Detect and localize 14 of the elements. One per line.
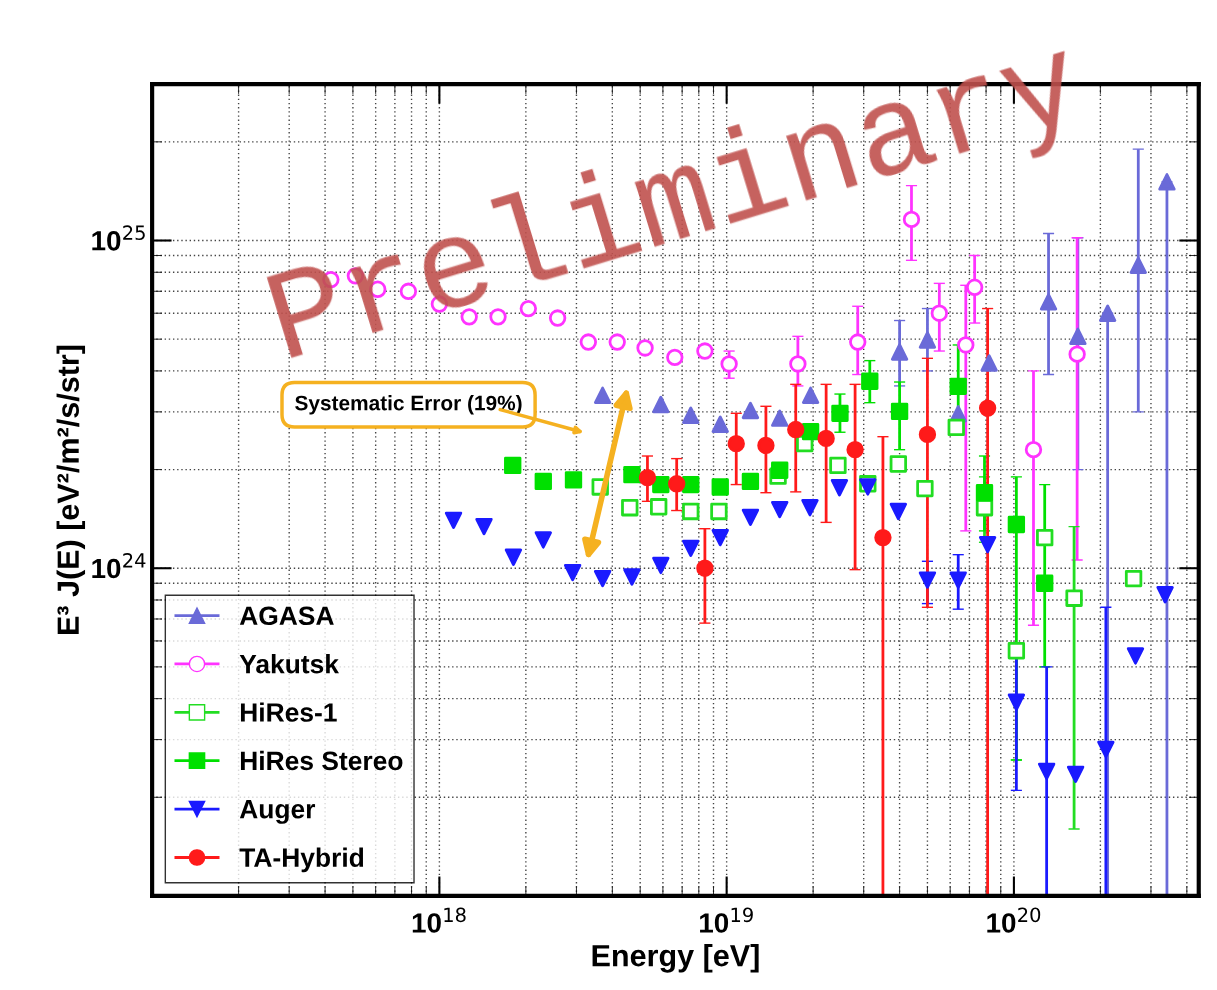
legend-label: Auger bbox=[239, 800, 316, 824]
legend-label: TA-Hybrid bbox=[239, 847, 364, 873]
legend-label: AGASA bbox=[239, 606, 334, 626]
y-tick-label: 10$^{25}$ bbox=[92, 225, 145, 251]
y-axis-title: E³ J(E) [eV²/m²/s/str] bbox=[56, 345, 86, 635]
x-axis-title: Energy [eV] bbox=[592, 944, 759, 973]
annotation: Systematic Error (19%) bbox=[295, 395, 522, 415]
legend-label: Yakutsk bbox=[239, 654, 339, 674]
x-tick-label: 10$^{18}$ bbox=[412, 907, 466, 933]
legend-label: HiRes Stereo bbox=[240, 750, 403, 771]
x-tick-label: 10$^{20}$ bbox=[987, 907, 1041, 933]
y-tick-label: 10$^{24}$ bbox=[92, 553, 146, 579]
legend-label: HiRes-1 bbox=[240, 702, 337, 722]
x-tick-label: 10$^{19}$ bbox=[700, 907, 753, 933]
